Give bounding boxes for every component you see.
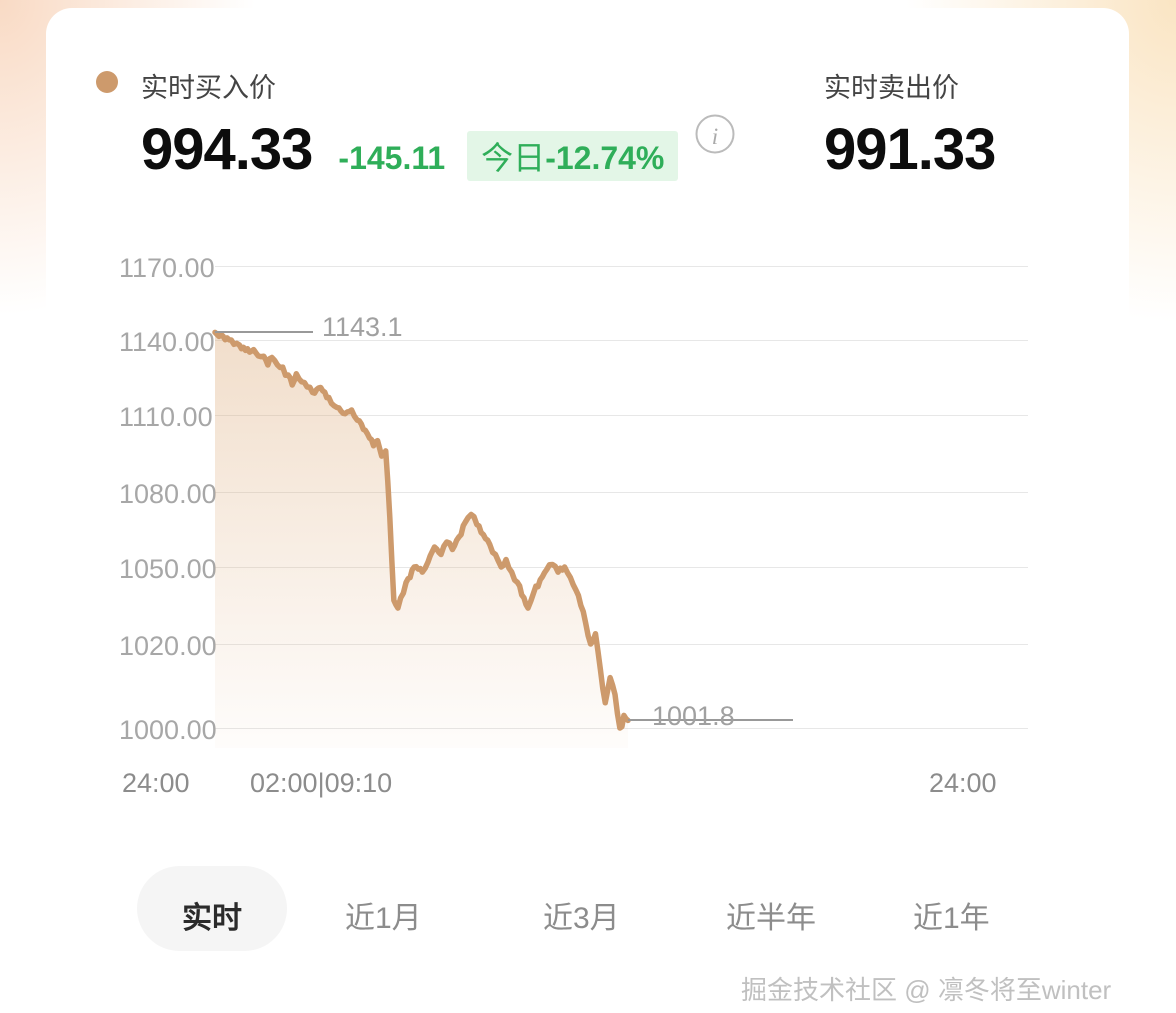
svg-text:i: i [712,124,718,149]
